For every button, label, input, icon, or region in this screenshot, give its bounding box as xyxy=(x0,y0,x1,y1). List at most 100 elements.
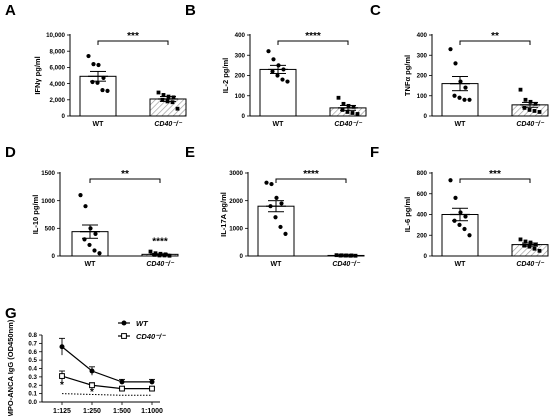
data-point xyxy=(527,244,532,249)
data-point xyxy=(167,253,172,258)
data-point xyxy=(166,94,171,99)
data-point xyxy=(452,93,457,98)
x-tick-label: CD40⁻/⁻ xyxy=(334,121,363,128)
y-tick-label: 8,000 xyxy=(50,48,66,55)
data-point xyxy=(537,110,542,114)
x-tick-label: CD40⁻/⁻ xyxy=(332,261,361,268)
panel-label: D xyxy=(5,144,16,161)
significance-label: ** xyxy=(491,31,499,42)
data-point xyxy=(350,111,355,115)
y-tick-label: 100 xyxy=(417,93,428,100)
data-point xyxy=(96,62,101,68)
data-point xyxy=(88,226,93,231)
data-point xyxy=(86,53,91,59)
x-tick-label: 1:1000 xyxy=(141,408,163,415)
y-tick-label: 0 xyxy=(424,253,428,260)
y-tick-label: 0.2 xyxy=(28,382,37,389)
y-tick-label: 6,000 xyxy=(50,65,66,72)
significance-label: * xyxy=(60,380,64,391)
data-point xyxy=(152,252,157,257)
data-point xyxy=(522,243,527,248)
y-tick-label: 400 xyxy=(235,32,246,39)
x-tick-label: CD40⁻/⁻ xyxy=(154,121,183,128)
significance-label: **** xyxy=(303,169,319,180)
data-point xyxy=(336,95,341,100)
y-tick-label: 100 xyxy=(235,93,246,100)
data-point xyxy=(93,231,98,236)
x-tick-label: 1:250 xyxy=(83,408,101,415)
data-point xyxy=(91,62,96,67)
significance-label: **** xyxy=(152,236,168,247)
panel-label: B xyxy=(185,2,196,19)
data-point xyxy=(334,253,339,258)
x-tick-label: 1:500 xyxy=(113,408,131,415)
y-tick-label: 0.7 xyxy=(28,340,37,347)
y-tick-label: 800 xyxy=(417,170,428,177)
y-tick-label: 0.8 xyxy=(28,332,37,339)
data-point xyxy=(264,180,269,185)
data-point xyxy=(278,224,283,230)
data-point xyxy=(518,237,523,242)
data-point xyxy=(160,97,165,102)
x-tick-label: CD40⁻/⁻ xyxy=(516,261,545,268)
data-point xyxy=(285,79,290,84)
data-point xyxy=(165,99,170,104)
data-point xyxy=(95,80,100,85)
significance-bracket xyxy=(277,40,349,45)
panel-label: G xyxy=(5,305,17,322)
data-point xyxy=(170,100,175,105)
baseline-line xyxy=(61,393,152,396)
y-tick-label: 400 xyxy=(417,32,428,39)
data-point xyxy=(523,97,528,102)
data-point xyxy=(453,195,458,200)
x-tick-label: WT xyxy=(85,261,97,268)
y-tick-label: 0.4 xyxy=(28,366,37,373)
y-tick-label: 3000 xyxy=(229,170,243,177)
y-tick-label: 200 xyxy=(417,232,428,239)
panel-label: C xyxy=(370,2,381,19)
panel-e: E 0 1000 2000 3000 IL-17A pg/ml WT CD40⁻/⁻ **** xyxy=(185,144,365,268)
y-tick-label: 0.0 xyxy=(28,399,37,406)
series-line-wt xyxy=(61,346,152,383)
data-point xyxy=(522,106,527,110)
y-axis-label: IL-2 pg/ml xyxy=(221,58,230,93)
significance-bracket xyxy=(459,40,531,45)
y-tick-label: 300 xyxy=(417,52,428,59)
data-point xyxy=(269,181,274,187)
panel-label: A xyxy=(5,2,16,19)
panel-b: B 0 100 200 300 400 IL-2 pg/ml WT CD40⁻/⁻ **** xyxy=(185,2,367,128)
data-point xyxy=(92,248,97,253)
y-tick-label: 0 xyxy=(242,113,246,120)
data-point xyxy=(280,77,285,82)
y-tick-label: 1500 xyxy=(41,170,55,177)
data-point xyxy=(527,108,532,112)
data-point xyxy=(533,242,538,247)
significance-label: *** xyxy=(127,31,139,42)
data-point xyxy=(149,385,155,392)
data-point xyxy=(453,61,458,66)
x-tick-label: WT xyxy=(273,121,285,128)
x-tick-label: CD40⁻/⁻ xyxy=(146,261,175,268)
y-tick-label: 500 xyxy=(45,226,56,233)
y-tick-label: 0.5 xyxy=(28,357,37,364)
data-point xyxy=(156,90,161,95)
significance-label: **** xyxy=(305,31,321,42)
data-point xyxy=(532,109,537,113)
significance-bracket xyxy=(459,178,531,183)
data-point xyxy=(97,251,102,256)
y-axis-label: IL-17A pg/ml xyxy=(219,192,228,237)
data-point xyxy=(82,237,87,242)
data-point xyxy=(533,101,538,106)
significance-label: * xyxy=(90,387,94,398)
significance-label: *** xyxy=(489,169,501,180)
significance-label: ** xyxy=(121,169,129,180)
data-point xyxy=(340,108,345,112)
y-axis-label: IL-10 pg/ml xyxy=(31,195,40,235)
panel-label: F xyxy=(370,144,379,161)
x-tick-label: CD40⁻/⁻ xyxy=(516,121,545,128)
data-point xyxy=(345,110,350,114)
panel-a: A 0 2,000 4,000 6,000 8,000 10,000 IFNγ pg/ml WT… xyxy=(5,2,187,128)
data-point xyxy=(157,253,162,258)
data-point xyxy=(119,379,125,385)
